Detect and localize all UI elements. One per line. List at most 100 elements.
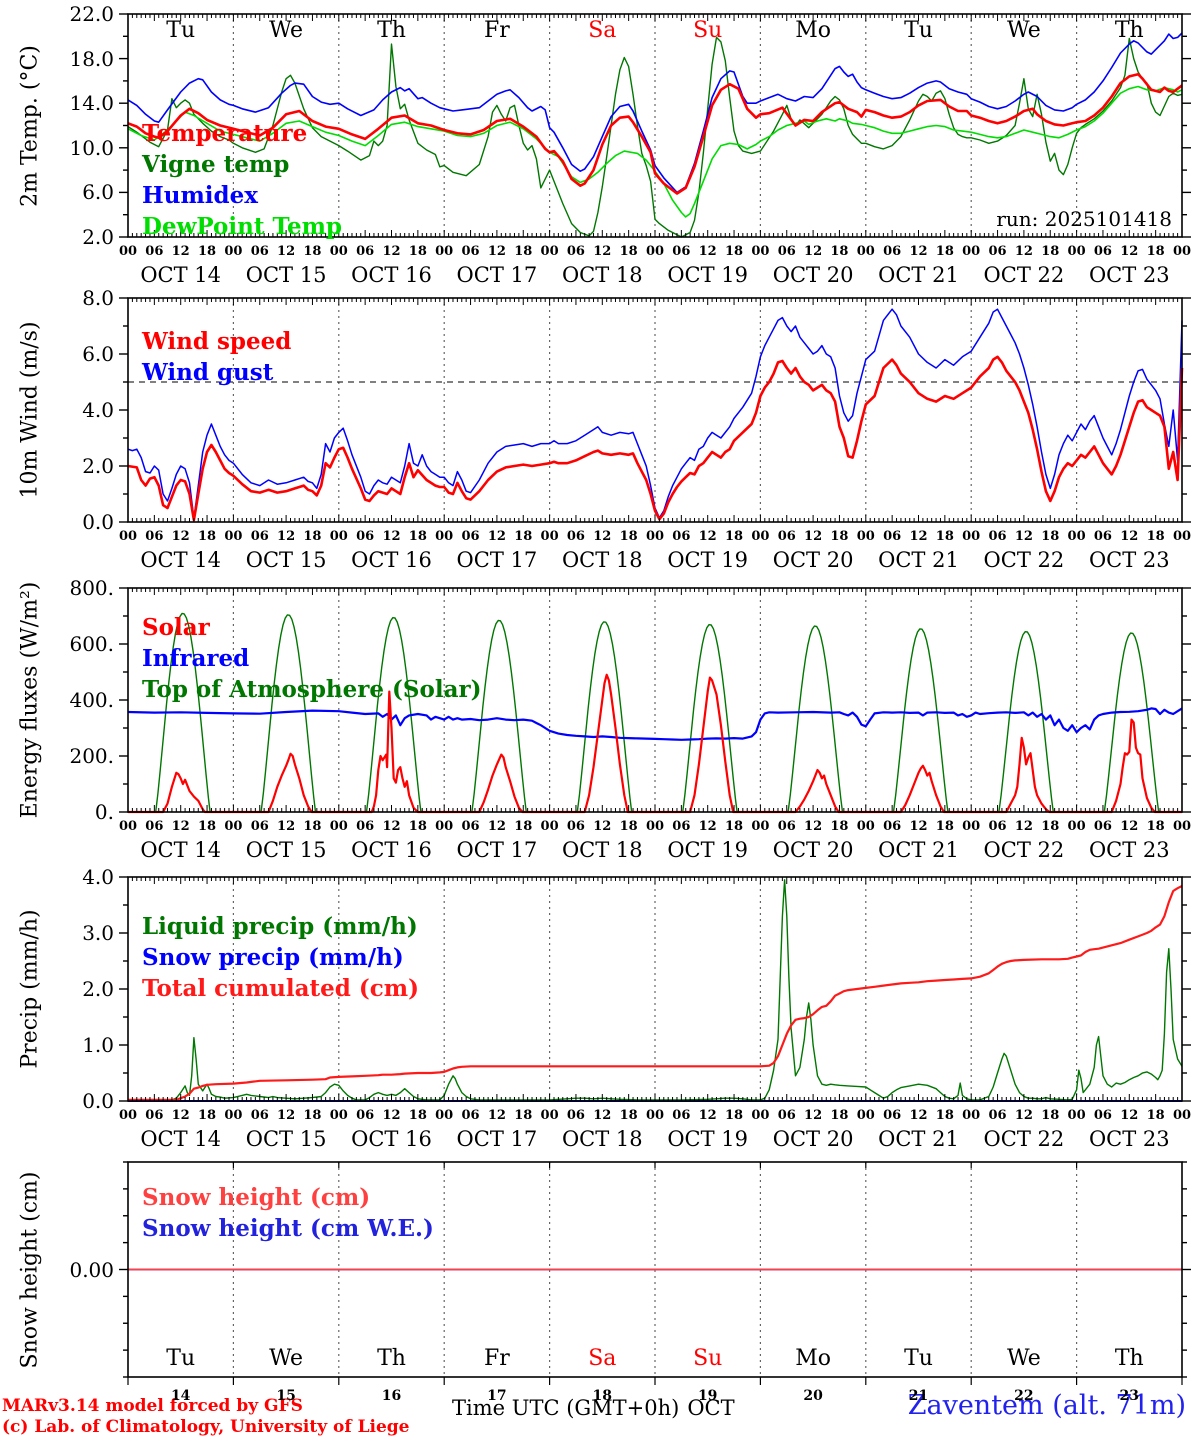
day-name-label: We [269, 18, 304, 43]
hour-label: 18 [198, 244, 217, 259]
date-label: OCT 23 [1088, 263, 1170, 287]
date-label: OCT 21 [878, 1127, 959, 1151]
day-name-label: Tu [904, 18, 933, 43]
hour-label: 06 [988, 819, 1007, 834]
series-line [128, 879, 1183, 1101]
hour-label: 18 [514, 529, 533, 544]
date-label: OCT 16 [351, 1127, 432, 1151]
hour-label: 00 [645, 819, 665, 834]
hour-label: 18 [303, 529, 322, 544]
hour-label: 12 [1120, 1108, 1139, 1123]
hour-label: 06 [145, 1108, 164, 1123]
y-tick-label: 1.0 [82, 1033, 114, 1057]
hour-label: 06 [566, 1108, 585, 1123]
date-label: OCT 18 [561, 838, 643, 862]
hour-label: 00 [962, 819, 981, 834]
hour-label: 00 [751, 244, 770, 259]
hour-label: 12 [277, 819, 296, 834]
hour-label: 00 [1172, 529, 1192, 544]
temp-panel: Temperature Vigne temp Humidex DewPoint … [119, 13, 1191, 240]
hour-label: 06 [672, 1108, 691, 1123]
hour-label: 12 [909, 244, 928, 259]
date-label: OCT 18 [561, 263, 643, 287]
date-label: OCT 17 [456, 838, 538, 862]
hour-label: 18 [1146, 819, 1165, 834]
date-label: OCT 14 [140, 263, 222, 287]
hour-label: 12 [1014, 529, 1033, 544]
day-name-label: Fr [484, 1346, 510, 1371]
day-number-label: 14 [170, 1388, 191, 1404]
hour-label: 00 [540, 819, 559, 834]
hour-label: 06 [566, 244, 585, 259]
hour-label: 00 [118, 244, 138, 259]
hour-label: 18 [619, 819, 638, 834]
hour-label: 06 [1093, 529, 1112, 544]
series-line [128, 885, 1183, 1101]
wind-panel-svg [119, 297, 1191, 523]
day-name-label: Tu [904, 1346, 933, 1371]
series-line [127, 85, 1183, 218]
day-number-label: 19 [697, 1388, 718, 1404]
day-number-label: 18 [592, 1388, 613, 1404]
y-axis-title-temp: 2m Temp. (°C) [17, 44, 43, 207]
hour-label: 18 [830, 244, 849, 259]
y-tick-label: 2.0 [82, 225, 114, 249]
hour-label: 18 [725, 819, 744, 834]
day-number-label: 23 [1119, 1388, 1140, 1404]
hour-label: 00 [751, 1108, 770, 1123]
hour-label: 06 [250, 244, 269, 259]
y-tick-label: 2.0 [82, 454, 114, 478]
hour-label: 12 [171, 1108, 190, 1123]
y-tick-label: 400. [69, 688, 114, 712]
hour-label: 18 [830, 529, 849, 544]
hour-label: 00 [224, 244, 243, 259]
date-label: OCT 19 [667, 838, 749, 862]
hour-label: 18 [725, 529, 744, 544]
hour-label: 12 [804, 1108, 823, 1123]
series-line [127, 355, 1184, 522]
date-label: OCT 23 [1088, 838, 1170, 862]
hour-label: 18 [1146, 244, 1165, 259]
y-tick-label: 2.0 [82, 977, 114, 1001]
hour-label: 12 [593, 1108, 612, 1123]
hour-label: 12 [487, 1108, 506, 1123]
date-label: OCT 20 [772, 1127, 854, 1151]
hour-label: 12 [698, 819, 717, 834]
snow-panel-svg [119, 1161, 1191, 1385]
hour-label: 12 [1014, 819, 1033, 834]
hour-label: 12 [1120, 244, 1139, 259]
hour-label: 06 [566, 819, 585, 834]
hour-label: 06 [145, 244, 164, 259]
snow-panel: Snow height (cm) Snow height (cm W.E.) [119, 1161, 1191, 1385]
day-number-label: 16 [381, 1388, 402, 1404]
hour-label: 00 [1067, 529, 1086, 544]
precip-panel: Liquid precip (mm/h) Snow precip (mm/h) … [119, 876, 1191, 1102]
day-name-label: Sa [588, 1346, 617, 1371]
hour-label: 18 [408, 244, 427, 259]
hour-label: 00 [329, 1108, 348, 1123]
hour-label: 00 [1067, 819, 1086, 834]
hour-label: 06 [883, 244, 902, 259]
hour-label: 18 [303, 1108, 322, 1123]
date-label: OCT 22 [983, 548, 1065, 572]
hour-label: 18 [408, 529, 427, 544]
hour-label: 06 [145, 819, 164, 834]
date-label: OCT 18 [561, 548, 643, 572]
hour-label: 06 [356, 529, 375, 544]
date-label: OCT 21 [878, 838, 959, 862]
y-tick-label: 3.0 [82, 921, 114, 945]
x-axis-month: OCT [687, 1396, 735, 1420]
hour-label: 00 [856, 1108, 875, 1123]
hour-label: 18 [935, 1108, 954, 1123]
hour-label: 12 [909, 1108, 928, 1123]
date-label: OCT 22 [983, 1127, 1065, 1151]
day-name-label: Tu [166, 18, 196, 43]
hour-label: 18 [935, 244, 954, 259]
hour-label: 12 [382, 529, 401, 544]
hour-label: 00 [435, 819, 454, 834]
hour-label: 00 [962, 1108, 981, 1123]
hour-label: 06 [461, 819, 480, 834]
hour-label: 00 [645, 529, 665, 544]
y-tick-label: 0.0 [82, 1089, 114, 1113]
